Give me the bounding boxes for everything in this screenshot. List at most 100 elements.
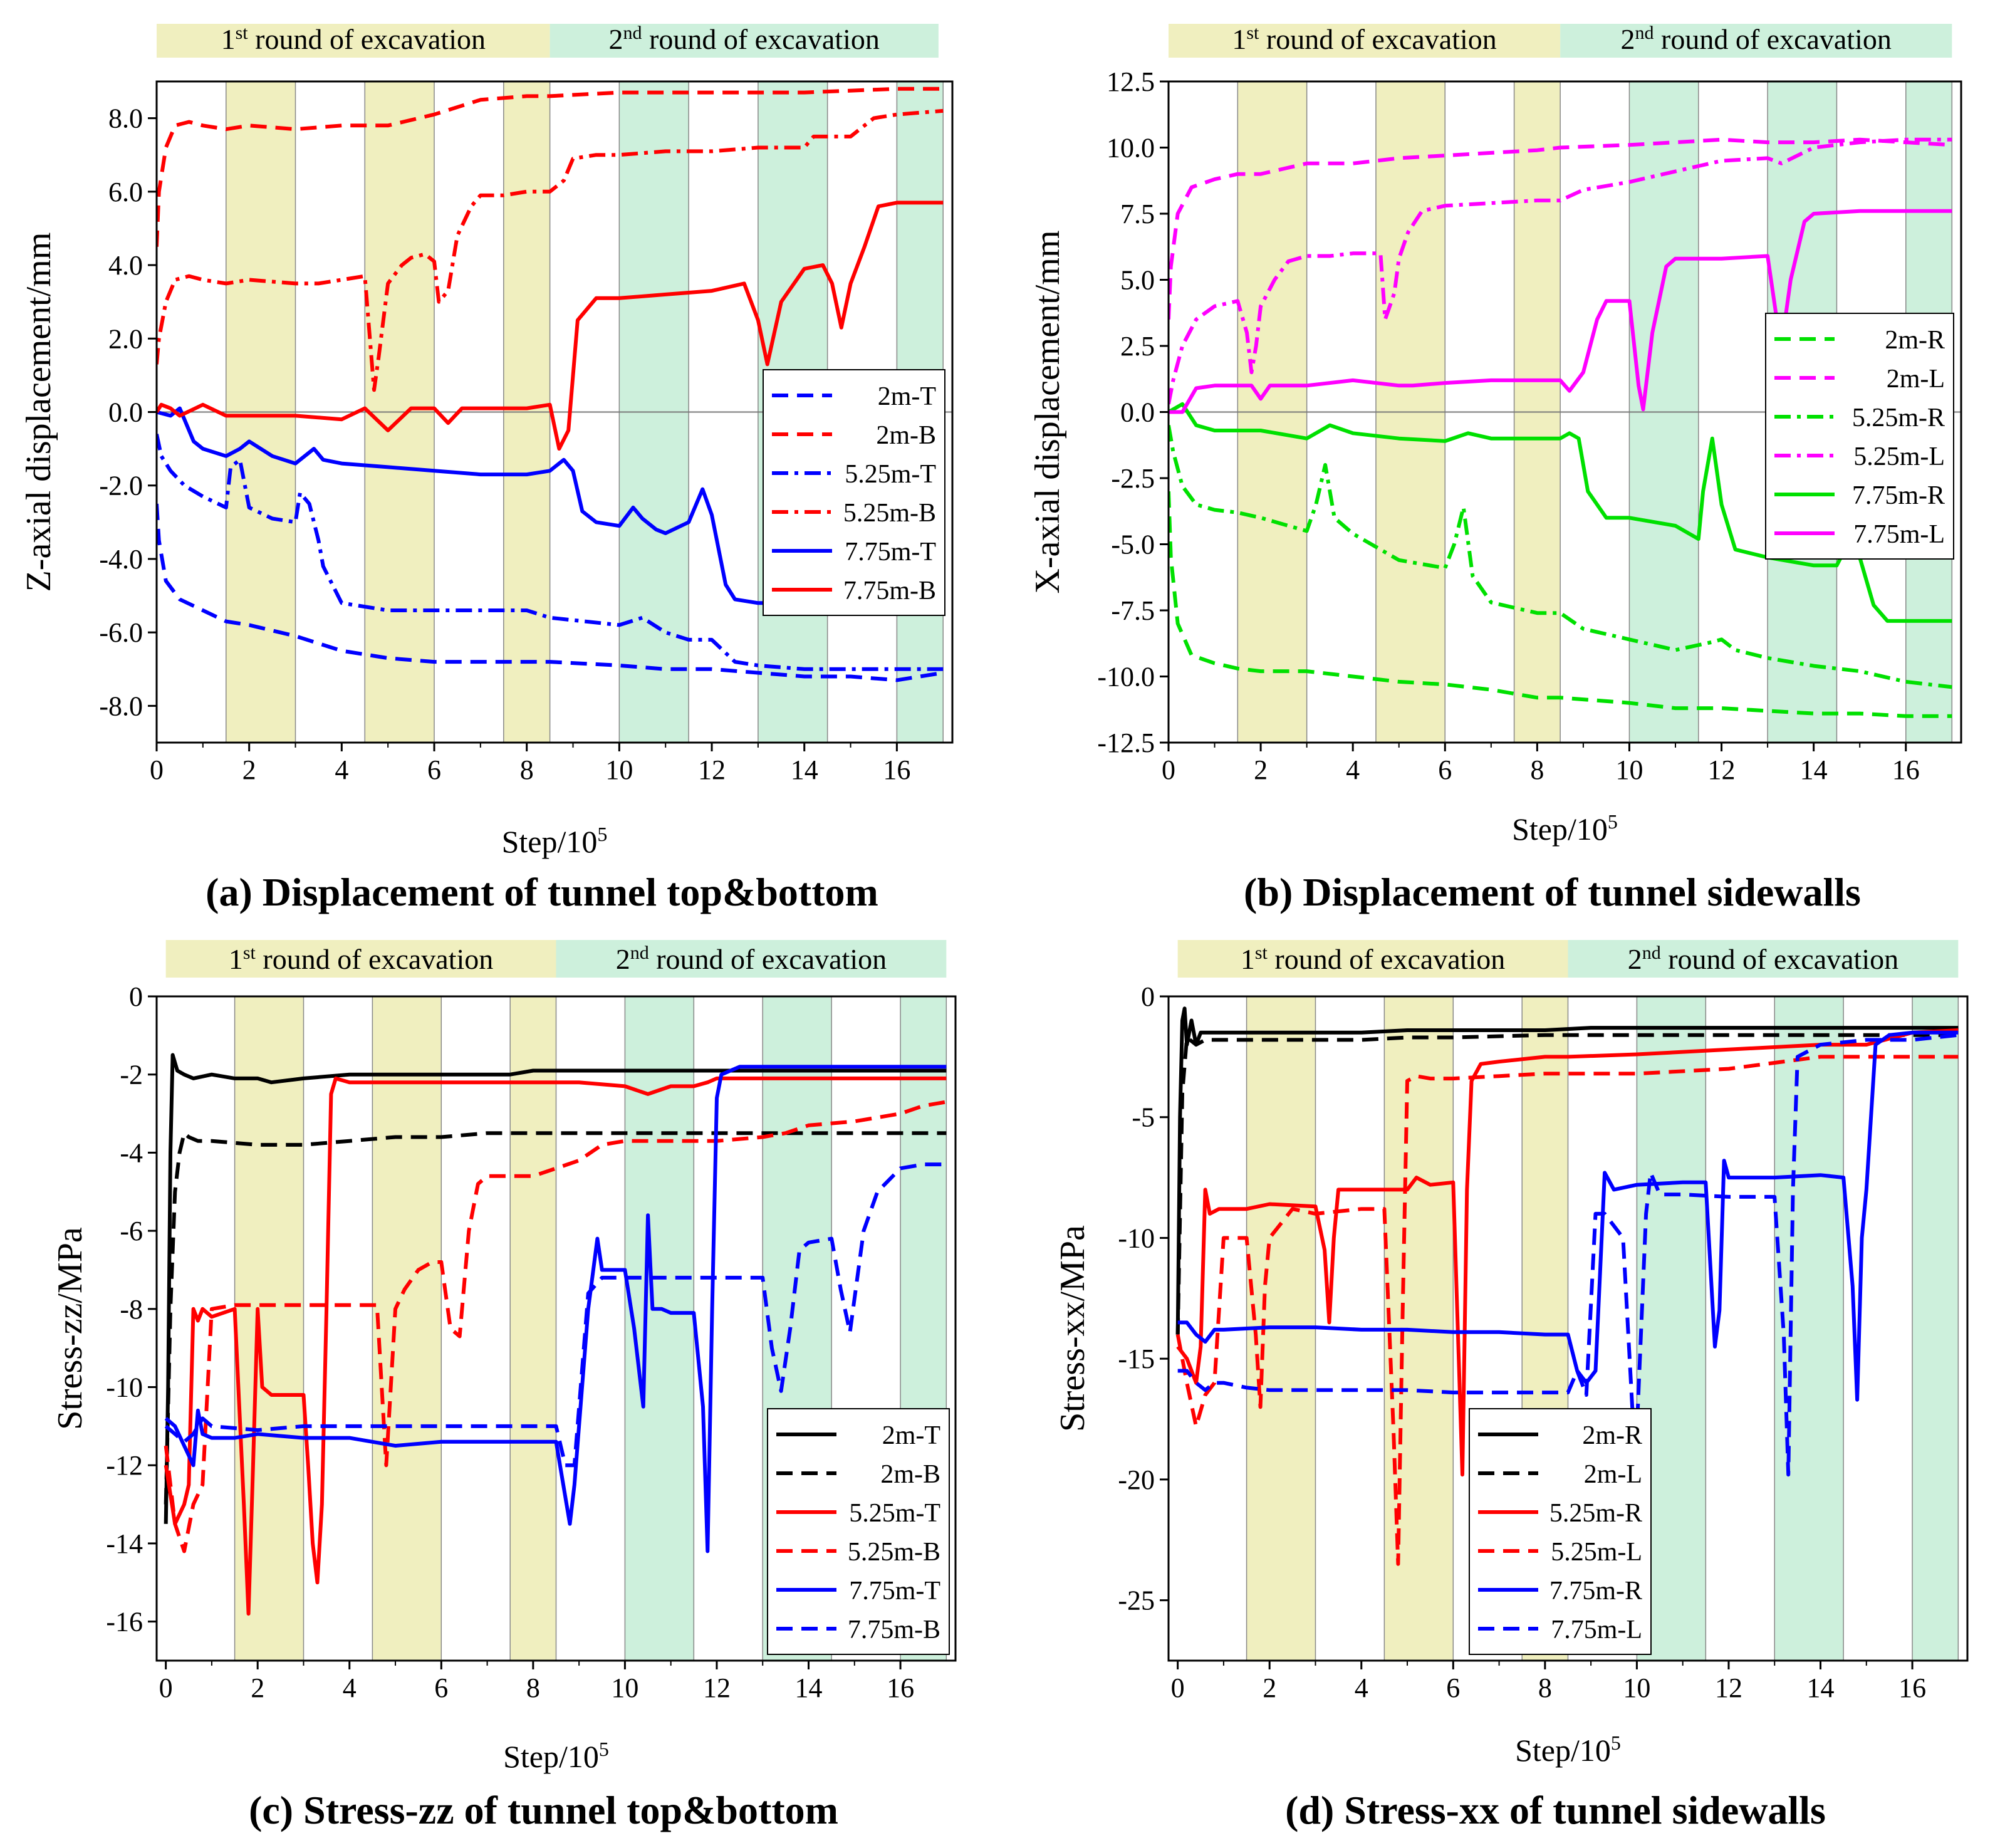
series-line-5.25m-T — [157, 434, 944, 671]
excavation-band — [509, 996, 557, 1661]
x-tick-label: 8 — [526, 1673, 540, 1703]
x-tick-label: 16 — [887, 1673, 914, 1703]
chart-panel-b: 1st round of excavation 2nd round of exca… — [1028, 23, 1962, 914]
legend: 2m-T 2m-B 5.25m-T 5.25m-B 7.75m-T 7.75m-B — [767, 1408, 950, 1655]
x-tick-label: 16 — [1898, 1673, 1926, 1703]
x-tick-label: 6 — [1446, 1673, 1460, 1703]
x-tick-label: 12 — [703, 1673, 731, 1703]
x-axis-label: Step/105 — [1515, 1731, 1621, 1768]
chart-panel-a: 1st round of excavation 2nd round of exca… — [19, 23, 954, 914]
panel-caption: (c) Stress-zz of tunnel top&bottom — [249, 1788, 838, 1832]
y-axis-label: Stress-zz/MPa — [51, 1227, 90, 1430]
y-tick-label: -5 — [1132, 1102, 1155, 1133]
x-tick-label: 10 — [1623, 1673, 1650, 1703]
x-tick-label: 12 — [698, 754, 726, 785]
y-tick-label: 0 — [129, 981, 143, 1012]
y-tick-label: -10 — [1118, 1223, 1155, 1253]
series-line-7.75m-B — [164, 1162, 947, 1468]
x-tick-label: 16 — [883, 754, 910, 785]
series-line-2m-L — [1169, 137, 1952, 320]
series-line-2m-T — [157, 503, 944, 682]
series-line-7.75m-B — [157, 201, 944, 451]
legend-entry-label: 5.25m-L — [1551, 1538, 1642, 1567]
round1-header-bar — [1177, 940, 1568, 978]
y-tick-label: -2 — [120, 1060, 143, 1090]
legend-entry-label: 2m-L — [1887, 365, 1945, 394]
series-line-5.25m-B — [157, 108, 944, 392]
x-tick-label: 12 — [1715, 1673, 1742, 1703]
legend-entry-label: 5.25m-R — [1852, 404, 1945, 432]
legend-entry-label: 2m-R — [1885, 326, 1945, 355]
x-tick-label: 4 — [335, 754, 348, 785]
series-line-2m-T — [164, 1053, 947, 1524]
y-tick-label: -16 — [106, 1607, 143, 1637]
x-tick-label: 4 — [1355, 1673, 1368, 1703]
y-tick-label: -14 — [106, 1528, 143, 1559]
legend-entry-label: 7.75m-B — [848, 1616, 940, 1644]
legend-box — [1469, 1408, 1652, 1655]
y-tick-label: -25 — [1118, 1585, 1155, 1616]
series-line-2m-B — [164, 1131, 947, 1505]
x-axis-label: Step/105 — [502, 823, 608, 859]
legend-entry-label: 2m-B — [880, 1460, 940, 1489]
y-axis-label: Z-axial displacement/mm — [19, 232, 58, 592]
legend-entry-label: 7.75m-L — [1853, 520, 1945, 549]
series-line-2m-B — [157, 86, 944, 247]
x-tick-label: 8 — [1530, 754, 1544, 785]
x-tick-label: 2 — [1263, 1673, 1276, 1703]
y-tick-label: -2.5 — [1111, 463, 1155, 494]
x-tick-label: 14 — [795, 1673, 823, 1703]
x-tick-label: 0 — [150, 754, 164, 785]
y-tick-label: -12 — [106, 1450, 143, 1481]
y-tick-label: 4.0 — [108, 250, 143, 281]
x-tick-label: 8 — [520, 754, 534, 785]
y-tick-label: -7.5 — [1111, 595, 1155, 626]
legend: 2m-R 2m-L 5.25m-R 5.25m-L 7.75m-R 7.75m-L — [1765, 313, 1954, 560]
y-axis-label: X-axial displacement/mm — [1028, 230, 1067, 593]
round2-header-label: 2nd round of excavation — [609, 23, 880, 56]
legend-entry-label: 7.75m-B — [843, 577, 936, 605]
series-line-2m-L — [1175, 1033, 1959, 1335]
y-tick-label: 2.0 — [108, 323, 143, 354]
legend-entry-label: 2m-L — [1584, 1460, 1642, 1489]
legend-entry-label: 7.75m-T — [845, 538, 936, 566]
x-tick-label: 0 — [1162, 754, 1175, 785]
plot-frame — [155, 995, 957, 1662]
series-line-5.25m-L — [1175, 1055, 1959, 1566]
legend-box — [763, 369, 945, 616]
round2-header-bar — [556, 940, 947, 978]
series-line-5.25m-R — [1176, 1028, 1959, 1477]
round1-header-bar — [1169, 24, 1561, 58]
x-tick-label: 2 — [242, 754, 256, 785]
x-tick-label: 10 — [1615, 754, 1643, 785]
legend-entry-label: 2m-T — [878, 382, 936, 411]
chart-panel-c: 1st round of excavation 2nd round of exca… — [51, 940, 957, 1832]
round1-header-label: 1st round of excavation — [1232, 23, 1496, 56]
y-tick-label: 6.0 — [108, 177, 143, 207]
plot-frame — [1167, 995, 1969, 1662]
series-line-7.75m-L — [1177, 1033, 1959, 1477]
legend-entry-label: 5.25m-L — [1853, 442, 1945, 471]
legend-entry-label: 2m-T — [882, 1421, 940, 1450]
y-tick-label: -6.0 — [99, 617, 143, 648]
legend-entry-label: 2m-B — [876, 421, 936, 450]
x-tick-label: 4 — [343, 1673, 357, 1703]
x-tick-label: 6 — [1438, 754, 1452, 785]
y-tick-label: -4.0 — [99, 544, 143, 575]
y-tick-label: 10.0 — [1107, 133, 1155, 164]
series-line-2m-R — [1169, 491, 1952, 718]
y-axis-label: Stress-xx/MPa — [1053, 1225, 1092, 1432]
round2-header-bar — [1560, 24, 1952, 58]
y-tick-label: -10.0 — [1097, 662, 1155, 692]
x-tick-label: 14 — [1807, 1673, 1835, 1703]
round1-header-label: 1st round of excavation — [1241, 942, 1505, 976]
x-tick-label: 0 — [1171, 1673, 1185, 1703]
panel-caption: (d) Stress-xx of tunnel sidewalls — [1285, 1788, 1826, 1832]
legend-entry-label: 5.25m-B — [848, 1538, 940, 1567]
round1-header-label: 1st round of excavation — [229, 942, 493, 976]
round2-header-label: 2nd round of excavation — [1621, 23, 1892, 56]
y-tick-label: -15 — [1118, 1344, 1155, 1374]
y-tick-label: 2.5 — [1120, 331, 1155, 362]
x-axis-label: Step/105 — [1512, 810, 1618, 847]
